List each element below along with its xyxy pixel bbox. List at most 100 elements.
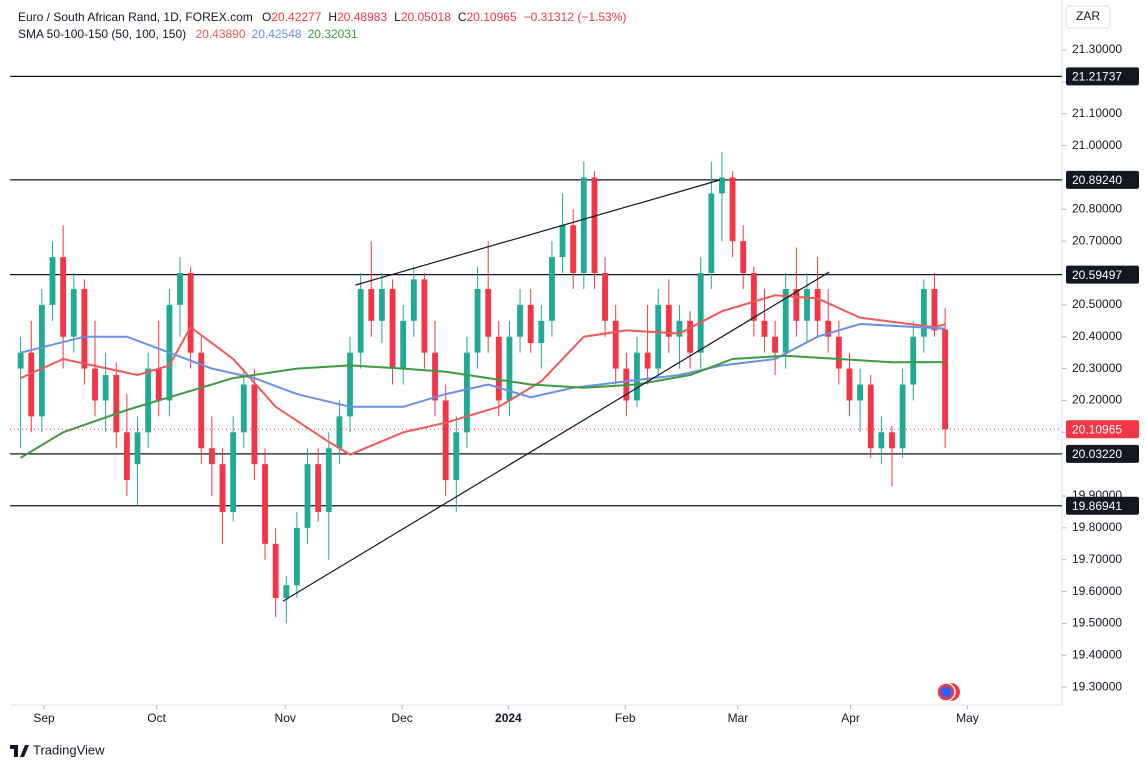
candle-body: [506, 336, 513, 401]
y-tick-label: 19.60000: [1072, 584, 1122, 598]
candle-body: [60, 257, 67, 337]
ohlc-legend: O20.42277 H20.48983 L20.05018 C20.10965 −0.3…: [262, 10, 626, 24]
ohlc-value: 20.42277: [271, 10, 321, 24]
y-tick-label: 21.30000: [1072, 42, 1122, 56]
candle-body: [889, 432, 895, 449]
ohlc-change: −0.31312 (−1.53%): [524, 10, 627, 24]
candle-body: [28, 352, 35, 417]
candle-body: [315, 464, 322, 512]
trendline: [282, 271, 830, 602]
candle-body: [38, 304, 45, 417]
ohlc-letter: C: [458, 10, 467, 24]
candle-body: [920, 288, 927, 337]
candle-body: [857, 384, 864, 401]
candle-body: [49, 257, 56, 305]
candle-body: [549, 257, 555, 321]
candle-body: [17, 352, 24, 369]
candle-body: [697, 273, 704, 353]
x-tick-label: May: [956, 711, 979, 725]
candle-body: [804, 288, 810, 321]
candle-body: [846, 368, 853, 401]
x-tick-label: Sep: [33, 711, 55, 725]
candle-body: [612, 320, 619, 369]
candle-body: [634, 352, 640, 401]
candle-body: [325, 448, 332, 512]
sma-line: [20, 322, 946, 408]
candle-body: [878, 432, 885, 449]
symbol: Euro / South African Rand, 1D, FOREX.com: [18, 10, 253, 24]
candle-body: [177, 273, 183, 305]
sma-line: [20, 294, 946, 456]
logo: TradingView: [10, 742, 105, 757]
candle-body: [336, 416, 343, 449]
sma-value: 20.42548: [252, 27, 302, 41]
candle-body: [262, 464, 268, 544]
candle-body: [740, 241, 747, 274]
level-label: 19.86941: [1072, 499, 1122, 513]
candle-body: [357, 288, 364, 353]
candle-body: [464, 352, 470, 433]
level-label-box: [1066, 67, 1139, 86]
level-label: 20.03220: [1072, 447, 1122, 461]
candle-body: [187, 273, 194, 353]
candle-body: [442, 400, 449, 481]
candle-body: [825, 320, 832, 337]
x-tick-label: 2024: [495, 711, 522, 725]
candle-body: [145, 368, 152, 433]
candle-body: [92, 368, 98, 401]
candle-body: [676, 320, 683, 337]
candle-body: [931, 288, 938, 331]
candle-body: [729, 177, 736, 242]
y-tick-label: 20.30000: [1072, 361, 1122, 375]
candle-body: [389, 288, 396, 369]
candle-body: [230, 432, 237, 512]
logo-text: TradingView: [33, 742, 105, 757]
indicator-name: SMA 50-100-150 (50, 100, 150): [18, 27, 186, 41]
candle-body: [293, 527, 300, 586]
level-label: 21.21737: [1072, 70, 1122, 84]
candle-body: [410, 279, 417, 321]
ohlc-letter: O: [262, 10, 271, 24]
candle-body: [81, 288, 88, 369]
candle-body: [559, 225, 566, 258]
level-label: 20.89240: [1072, 173, 1122, 187]
level-label: 20.59497: [1072, 268, 1122, 282]
candle-body: [134, 432, 141, 465]
overlay: Euro / South African Rand, 1D, FOREX.com…: [10, 5, 1139, 757]
candle-body: [602, 273, 608, 321]
level-label-box: [1066, 265, 1139, 284]
ohlc-letter: L: [394, 10, 401, 24]
candle-body: [70, 288, 77, 337]
candle-body: [421, 279, 428, 353]
candle-body: [687, 320, 694, 353]
candle-body: [782, 288, 789, 353]
candle-body: [814, 288, 821, 321]
candle-body: [655, 304, 662, 369]
candle-body: [644, 352, 651, 369]
candle-body: [272, 543, 279, 598]
y-tick-label: 20.20000: [1072, 393, 1122, 407]
candle-body: [495, 336, 502, 401]
candle-body: [793, 288, 800, 321]
candle-body: [474, 288, 481, 353]
candle-body: [867, 384, 874, 449]
y-tick-label: 20.50000: [1072, 297, 1122, 311]
candle-body: [304, 464, 311, 528]
events-icon[interactable]: [936, 682, 960, 702]
y-tick-label: 19.70000: [1072, 552, 1122, 566]
level-label-box: [1066, 444, 1139, 463]
candle-body: [251, 384, 258, 465]
candle-body: [899, 384, 906, 449]
candle-body: [570, 225, 577, 274]
y-tick-label: 19.30000: [1072, 679, 1122, 693]
currency-button[interactable]: [1065, 5, 1111, 29]
candle-body: [835, 336, 842, 369]
currency[interactable]: ZAR: [1076, 9, 1100, 23]
sma-value: 20.43890: [195, 27, 245, 41]
ohlc-value: 20.48983: [337, 10, 387, 24]
x-tick-label: Apr: [841, 711, 860, 725]
candle-body: [155, 368, 162, 401]
candle-body: [761, 320, 768, 337]
